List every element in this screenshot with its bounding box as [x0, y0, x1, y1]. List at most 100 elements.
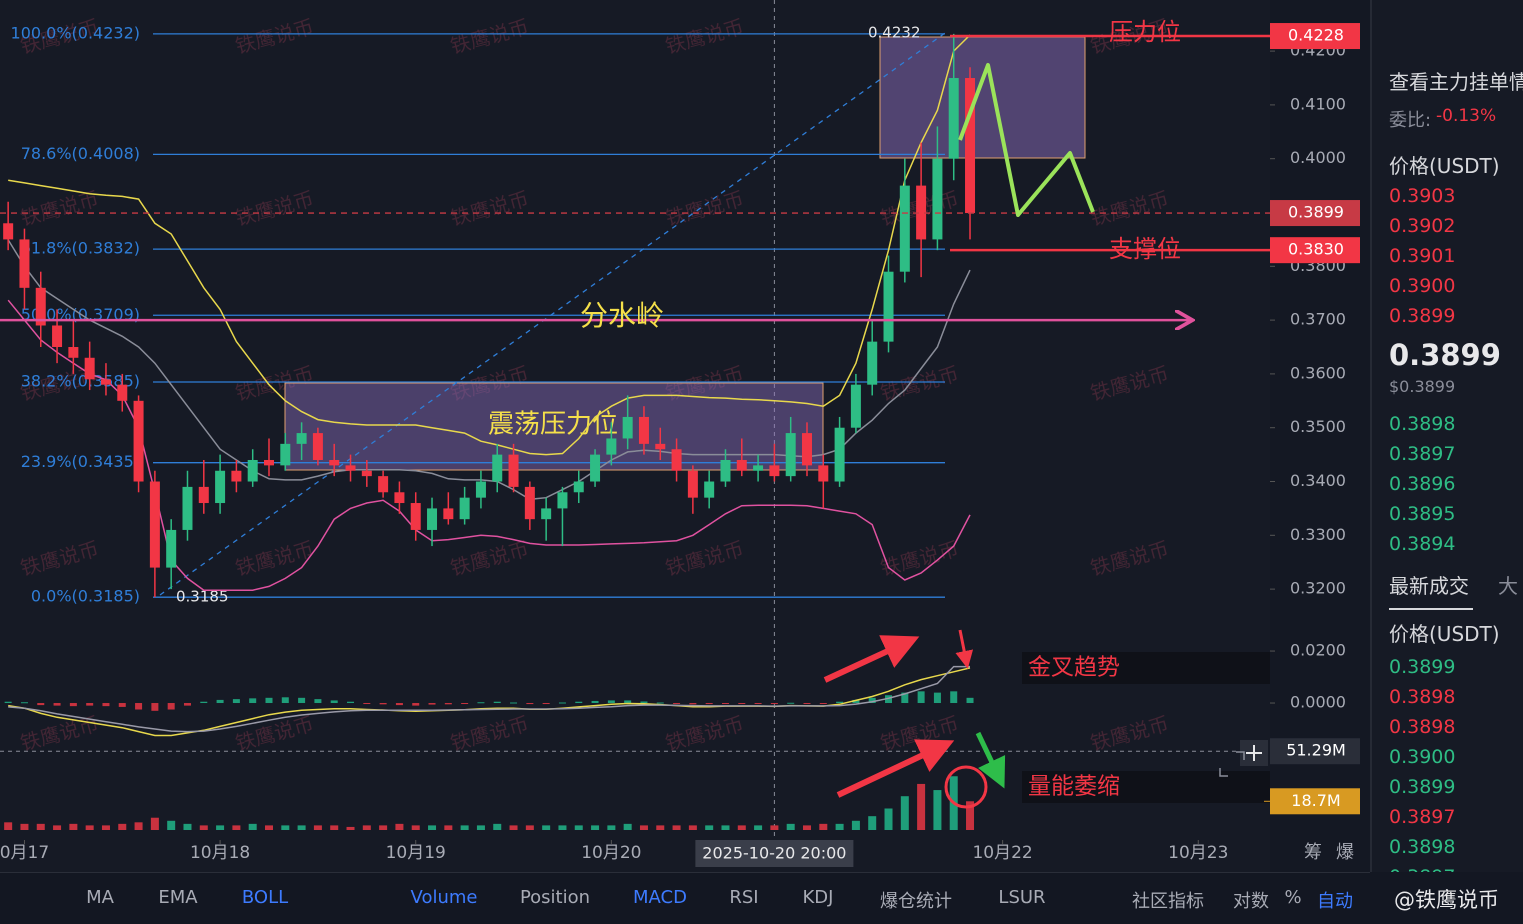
toolbar: MA EMA BOLL Volume Position MACD RSI KDJ 爆仓统计 LSU…: [0, 872, 1370, 924]
candle-body: [247, 459, 258, 482]
candle-body: [215, 470, 226, 504]
toolbar-item[interactable]: %: [1284, 887, 1302, 908]
credit-bar: @铁鹰说币: [1370, 872, 1523, 924]
separator: [1389, 608, 1473, 610]
macd-bar: [330, 700, 338, 704]
macd-bar: [705, 703, 713, 705]
volume-bar: [85, 825, 94, 830]
toolbar-item[interactable]: LSUR: [998, 887, 1046, 908]
volume-bar: [460, 825, 469, 830]
candle-body: [35, 287, 46, 326]
candle-body: [296, 433, 307, 444]
divider-label: 分水岭: [580, 299, 664, 332]
macd-bar: [721, 703, 729, 705]
highlight-circle: [944, 765, 988, 809]
toolbar-item[interactable]: MACD: [633, 887, 687, 908]
book-text: 0.3898: [1389, 686, 1456, 708]
macd-bar: [526, 703, 534, 705]
macd-bar: [754, 703, 762, 705]
volume-bar: [183, 823, 192, 830]
candle-body: [704, 481, 715, 498]
volume-bar: [574, 825, 583, 830]
fib-label: 100.0%(0.4232): [11, 23, 140, 42]
volume-label: 51.29M: [1286, 741, 1346, 760]
toolbar-item[interactable]: RSI: [729, 887, 759, 908]
volume-label: 18.7M: [1291, 791, 1340, 810]
y-tick-label: 0.3600: [1290, 363, 1346, 382]
crosshair-label-bg: [695, 840, 854, 867]
candle-body: [68, 347, 79, 358]
macd-bar: [868, 697, 876, 704]
expand-icon: [1219, 751, 1245, 777]
toolbar-item[interactable]: KDJ: [802, 887, 834, 908]
level-label-bg: [1270, 237, 1360, 264]
level-label-bg: [1270, 200, 1360, 227]
volume-bar: [607, 825, 616, 830]
toolbar-item[interactable]: Volume: [410, 887, 478, 908]
candle-body: [329, 459, 340, 466]
book-text: 0.3898: [1389, 836, 1456, 858]
macd-dea: [8, 665, 970, 733]
volume-bar: [346, 826, 355, 830]
macd-bar: [347, 701, 355, 704]
volume-bar: [248, 823, 257, 830]
volume-bar: [868, 816, 877, 830]
toolbar-item[interactable]: 对数: [1233, 891, 1269, 912]
macd-bar: [836, 701, 844, 704]
volume-bar: [656, 825, 665, 830]
candle-body: [801, 433, 812, 466]
toolbar-item[interactable]: EMA: [158, 887, 198, 908]
book-text: 0.3900: [1389, 275, 1456, 297]
book-text: 价格(USDT): [1389, 154, 1500, 178]
macd-bar: [20, 702, 28, 704]
candle-body: [133, 400, 144, 482]
level-label-bg: [1270, 23, 1360, 50]
crosshair-label: 2025-10-20 20:00: [702, 844, 846, 863]
macd-bar: [363, 703, 371, 705]
boll-upper: [8, 34, 971, 456]
candle-body: [475, 481, 486, 498]
macd-bar: [607, 700, 615, 704]
toolbar-item[interactable]: Position: [519, 887, 591, 908]
candle-body: [965, 78, 976, 214]
toolbar-item[interactable]: 自动: [1317, 891, 1353, 912]
x-tick-label: 10月18: [190, 843, 250, 863]
macd-bar: [314, 699, 322, 704]
volume-bar: [493, 823, 502, 830]
candle-body: [818, 465, 829, 482]
annotation: 量能萎缩: [1028, 774, 1120, 800]
book-text: 0.3898: [1389, 716, 1456, 738]
candle-body: [622, 416, 633, 439]
book-text: 价格(USDT): [1389, 622, 1500, 646]
fib-label: 78.6%(0.4008): [21, 144, 140, 163]
book-text: 0.3901: [1389, 245, 1456, 267]
candle-body: [541, 508, 552, 520]
candle-body: [557, 492, 568, 509]
candle-body: [427, 508, 438, 530]
plus-icon: [1246, 745, 1262, 761]
volume-label-bg: [1270, 788, 1360, 815]
volume-bar: [705, 825, 714, 830]
macd-bar: [575, 701, 583, 704]
volume-bar: [36, 823, 45, 830]
macd-bar: [379, 703, 387, 705]
toolbar-item[interactable]: 社区指标: [1132, 891, 1204, 912]
macd-bar: [249, 698, 257, 704]
macd-bar: [640, 701, 648, 704]
candle-body: [590, 454, 601, 482]
macd-bar: [673, 703, 681, 705]
volume-bar: [819, 823, 828, 830]
volume-bar: [966, 801, 975, 830]
book-text: 0.3899: [1389, 656, 1456, 678]
candle-body: [899, 185, 910, 272]
credit: @铁鹰说币: [1394, 888, 1499, 912]
toolbar-item[interactable]: MA: [86, 887, 114, 908]
candle-body: [948, 78, 959, 159]
macd-bar: [444, 703, 452, 705]
candle-body: [84, 357, 95, 380]
toolbar-item[interactable]: BOLL: [241, 887, 289, 908]
volume-bar: [917, 783, 926, 830]
toolbar-item[interactable]: 爆仓统计: [880, 891, 952, 912]
fib-trend: [159, 32, 946, 596]
y-tick-label: 0.3500: [1290, 417, 1346, 436]
